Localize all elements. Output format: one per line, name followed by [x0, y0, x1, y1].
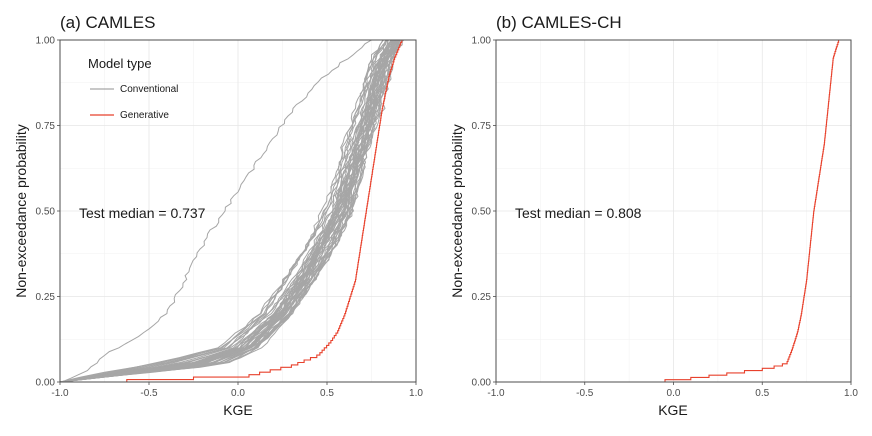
- conventional-ecdf-line: [61, 40, 372, 382]
- conventional-ecdf-line: [60, 40, 398, 382]
- conventional-ecdf-line: [60, 40, 398, 382]
- panel-b-ticks: -1.0 -0.5 0.0 0.5 1.0 0.00 0.25 0.50 0.75 1.00: [472, 36, 859, 400]
- panel-b-ytick-label: 0.00: [472, 378, 492, 389]
- panel-b-xtick-label: 0.0: [667, 388, 681, 399]
- panel-b-xlabel: KGE: [658, 402, 688, 418]
- conventional-ecdf-line: [60, 40, 389, 382]
- panel-b-ytick-label: 0.75: [472, 121, 492, 132]
- conventional-ecdf-line: [60, 40, 384, 382]
- panel-b-ylabel: Non-exceedance probability: [449, 124, 465, 298]
- panel-a: (a) CAMLES -1.0 -0.5 0.0 0.5 1.0 0.00 0.25 0.50…: [13, 13, 423, 418]
- conventional-ecdf-line: [60, 40, 397, 382]
- panel-b-ytick-label: 1.00: [472, 36, 492, 47]
- conventional-ecdf-line: [61, 40, 399, 382]
- conventional-ecdf-line: [61, 40, 394, 382]
- panel-a-ticks: -1.0 -0.5 0.0 0.5 1.0 0.00 0.25 0.50 0.75 1.00: [36, 36, 424, 400]
- conventional-ecdf-line: [60, 40, 388, 382]
- conventional-ecdf-line: [60, 40, 394, 382]
- panel-b-xtick-label: 0.5: [755, 388, 769, 399]
- legend-title: Model type: [88, 56, 152, 71]
- panel-b-ytick-label: 0.50: [472, 207, 492, 218]
- panel-b-median-annotation: Test median = 0.808: [515, 205, 642, 221]
- panel-a-ytick-label: 0.50: [36, 207, 56, 218]
- panel-b-xtick-label: -0.5: [576, 388, 594, 399]
- panel-b-xtick-label: 1.0: [844, 388, 858, 399]
- panel-b: (b) CAMLES-CH -1.0 -0.5 0.0 0.5 1.0 0.00 0.25 0…: [449, 13, 858, 418]
- panel-a-xtick-label: 0.0: [231, 388, 245, 399]
- panel-a-ytick-label: 0.25: [36, 292, 56, 303]
- legend-label-generative: Generative: [120, 110, 169, 121]
- panel-a-series: [60, 40, 405, 382]
- conventional-ecdf-line: [60, 40, 404, 382]
- panel-a-median-annotation: Test median = 0.737: [79, 205, 206, 221]
- panel-b-ytick-label: 0.25: [472, 292, 492, 303]
- conventional-ecdf-line: [61, 40, 384, 382]
- legend-label-conventional: Conventional: [120, 84, 178, 95]
- panel-a-xlabel: KGE: [223, 402, 253, 418]
- panel-a-title: (a) CAMLES: [60, 13, 155, 32]
- panel-a-xtick-label: -1.0: [51, 388, 69, 399]
- panel-b-series: [496, 40, 840, 382]
- panel-a-ytick-label: 0.00: [36, 378, 56, 389]
- panel-a-ylabel: Non-exceedance probability: [13, 124, 29, 298]
- generative-ecdf-line: [60, 40, 403, 382]
- panel-a-xtick-label: -0.5: [140, 388, 158, 399]
- panel-a-xtick-label: 0.5: [320, 388, 334, 399]
- panel-a-ytick-label: 1.00: [36, 36, 56, 47]
- panel-a-ytick-label: 0.75: [36, 121, 56, 132]
- panel-b-xtick-label: -1.0: [487, 388, 505, 399]
- legend: Model type Conventional Generative: [88, 56, 178, 121]
- panel-b-title: (b) CAMLES-CH: [496, 13, 622, 32]
- generative-ecdf-line: [496, 40, 840, 382]
- panel-a-xtick-label: 1.0: [409, 388, 423, 399]
